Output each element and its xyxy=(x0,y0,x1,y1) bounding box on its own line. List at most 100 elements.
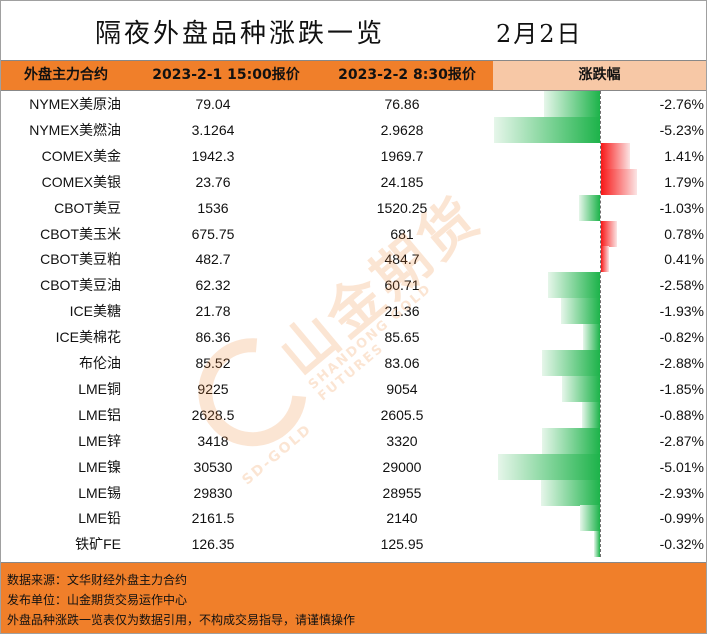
cell-price1: 79.04 xyxy=(195,96,231,112)
table-header: 外盘主力合约 2023-2-1 15:00报价 2023-2-2 8:30报价 … xyxy=(1,60,706,91)
change-bar xyxy=(562,375,600,402)
table-row: CBOT美豆油 62.32 60.71 -2.58% xyxy=(1,272,706,299)
footer-source: 数据来源：文华财经外盘主力合约 xyxy=(7,573,188,587)
table-row: LME铜 9225 9054 -1.85% xyxy=(1,375,706,402)
table-row: 布伦油 85.52 83.06 -2.88% xyxy=(1,350,706,376)
table-row: LME铅 2161.5 2140 -0.99% xyxy=(1,505,706,532)
cell-price1: 62.32 xyxy=(195,277,231,294)
cell-change-pct: -0.82% xyxy=(659,329,704,346)
cell-change-pct: 1.79% xyxy=(664,173,704,190)
cell-change-pct: -2.87% xyxy=(659,432,704,449)
cell-price2: 24.185 xyxy=(380,173,424,190)
table-row: 铁矿FE 126.35 125.95 -0.32% xyxy=(1,531,706,558)
cell-name: LME铝 xyxy=(78,406,121,423)
change-bar xyxy=(593,531,600,558)
cell-price1: 21.78 xyxy=(195,303,231,320)
table-row: CBOT美豆 1536 1520.25 -1.03% xyxy=(1,194,706,221)
cell-price2: 125.95 xyxy=(380,536,424,553)
cell-name: 铁矿FE xyxy=(75,536,121,553)
table-row: COMEX美金 1942.3 1969.7 1.41% xyxy=(1,142,706,169)
cell-change-pct: -0.32% xyxy=(659,536,704,553)
change-bar xyxy=(601,246,610,273)
cell-change-pct: -1.85% xyxy=(659,380,704,397)
cell-price2: 60.71 xyxy=(384,277,420,294)
cell-change-pct: 0.78% xyxy=(664,225,704,242)
change-bar xyxy=(583,324,600,351)
cell-change-pct: -1.93% xyxy=(659,303,704,320)
table-row: ICE美糖 21.78 21.36 -1.93% xyxy=(1,298,706,325)
header-price1: 2023-2-1 15:00报价 xyxy=(152,67,300,83)
cell-price1: 85.52 xyxy=(195,355,231,371)
cell-name: COMEX美金 xyxy=(41,147,121,164)
cell-price2: 2605.5 xyxy=(380,406,424,423)
change-bar xyxy=(493,116,600,143)
change-bar xyxy=(582,401,600,428)
change-bar xyxy=(543,91,600,117)
cell-name: CBOT美豆粕 xyxy=(40,251,121,268)
table-row: LME铝 2628.5 2605.5 -0.88% xyxy=(1,401,706,428)
header-change: 涨跌幅 xyxy=(493,61,706,90)
table-row: CBOT美玉米 675.75 681 0.78% xyxy=(1,220,706,247)
cell-price1: 86.36 xyxy=(195,329,231,346)
title-row: 隔夜外盘品种涨跌一览 2月2日 xyxy=(1,1,706,59)
table-row: ICE美棉花 86.36 85.65 -0.82% xyxy=(1,324,706,351)
table-row: NYMEX美原油 79.04 76.86 -2.76% xyxy=(1,91,706,117)
cell-price1: 2628.5 xyxy=(191,406,235,423)
change-bar xyxy=(547,272,600,299)
footer-publisher: 发布单位：山金期货交易运作中心 xyxy=(7,593,188,607)
cell-price2: 484.7 xyxy=(384,251,420,268)
cell-price2: 85.65 xyxy=(384,329,420,346)
table-row: LME镍 30530 29000 -5.01% xyxy=(1,453,706,480)
cell-name: CBOT美豆 xyxy=(54,199,121,216)
cell-change-pct: 1.41% xyxy=(664,147,704,164)
cell-name: ICE美棉花 xyxy=(55,329,121,346)
cell-price2: 76.86 xyxy=(384,96,420,112)
cell-name: LME铅 xyxy=(78,510,121,527)
cell-name: NYMEX美原油 xyxy=(29,96,121,112)
cell-name: LME铜 xyxy=(78,380,121,397)
change-bar xyxy=(541,350,600,376)
cell-price2: 681 xyxy=(390,225,414,242)
change-bar xyxy=(541,427,600,454)
page-date: 2月2日 xyxy=(496,20,583,48)
cell-price2: 83.06 xyxy=(384,355,420,371)
change-bar xyxy=(560,298,600,325)
cell-name: ICE美糖 xyxy=(69,303,121,320)
footer-disclaimer: 外盘品种涨跌一览表仅为数据引用，不构成交易指导，请谨慎操作 xyxy=(7,613,356,627)
table-row: LME锡 29830 28955 -2.93% xyxy=(1,479,706,506)
cell-change-pct: -0.88% xyxy=(659,406,704,423)
table-row: NYMEX美燃油 3.1264 2.9628 -5.23% xyxy=(1,116,706,143)
page-title: 隔夜外盘品种涨跌一览 xyxy=(95,19,386,49)
cell-change-pct: 0.41% xyxy=(664,251,704,268)
cell-change-pct: -0.99% xyxy=(659,510,704,527)
cell-price1: 29830 xyxy=(193,484,233,501)
cell-price1: 23.76 xyxy=(195,173,231,190)
cell-name: 布伦油 xyxy=(79,355,121,371)
cell-price2: 28955 xyxy=(382,484,422,501)
cell-name: CBOT美玉米 xyxy=(40,225,121,242)
zero-axis xyxy=(600,91,601,557)
table-row: LME锌 3418 3320 -2.87% xyxy=(1,427,706,454)
cell-name: NYMEX美燃油 xyxy=(29,121,121,138)
header-price2: 2023-2-2 8:30报价 xyxy=(338,67,476,83)
footer: 数据来源：文华财经外盘主力合约 发布单位：山金期货交易运作中心 外盘品种涨跌一览… xyxy=(1,562,706,633)
change-bar xyxy=(601,168,638,195)
cell-price2: 21.36 xyxy=(384,303,420,320)
table-row: COMEX美银 23.76 24.185 1.79% xyxy=(1,168,706,195)
cell-price1: 482.7 xyxy=(195,251,231,268)
cell-price2: 29000 xyxy=(382,458,422,475)
cell-price1: 3418 xyxy=(197,432,229,449)
cell-name: LME镍 xyxy=(78,458,121,475)
cell-change-pct: -2.93% xyxy=(659,484,704,501)
header-name: 外盘主力合约 xyxy=(24,67,108,83)
cell-price1: 9225 xyxy=(197,380,229,397)
cell-price1: 1942.3 xyxy=(191,147,235,164)
cell-name: COMEX美银 xyxy=(41,173,121,190)
change-bar xyxy=(601,220,617,247)
cell-change-pct: -2.58% xyxy=(659,277,704,294)
cell-price2: 9054 xyxy=(386,380,418,397)
cell-change-pct: -5.01% xyxy=(659,458,704,475)
cell-price2: 2.9628 xyxy=(380,121,424,138)
cell-price1: 3.1264 xyxy=(191,121,235,138)
